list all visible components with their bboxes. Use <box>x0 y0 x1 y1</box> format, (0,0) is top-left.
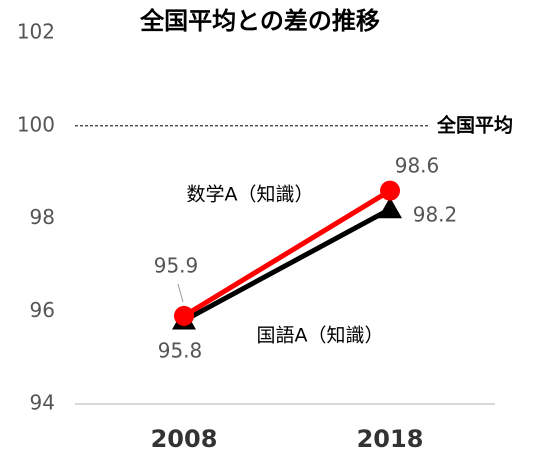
data-label: 95.9 <box>154 254 199 278</box>
data-label: 95.8 <box>158 339 203 363</box>
y-tick-label: 98 <box>30 205 55 229</box>
series-line <box>182 188 392 319</box>
reference-label: 全国平均 <box>436 113 513 136</box>
marker <box>174 305 194 326</box>
y-tick-label: 94 <box>30 391 55 415</box>
data-label: 98.6 <box>395 154 440 178</box>
series-name: 数学A（知識） <box>187 184 314 206</box>
data-label: 98.2 <box>413 203 458 227</box>
y-tick-label: 102 <box>17 20 55 44</box>
series-name: 国語A（知識） <box>257 325 384 347</box>
marker <box>380 180 400 201</box>
y-tick-label: 100 <box>17 112 55 136</box>
series-line <box>182 207 392 323</box>
y-tick-label: 96 <box>30 298 55 322</box>
leader-line <box>177 283 184 303</box>
marker <box>378 197 402 219</box>
x-tick-label: 2008 <box>151 425 218 453</box>
x-tick-label: 2018 <box>357 425 424 453</box>
chart-title: 全国平均との差の推移 <box>139 7 380 35</box>
